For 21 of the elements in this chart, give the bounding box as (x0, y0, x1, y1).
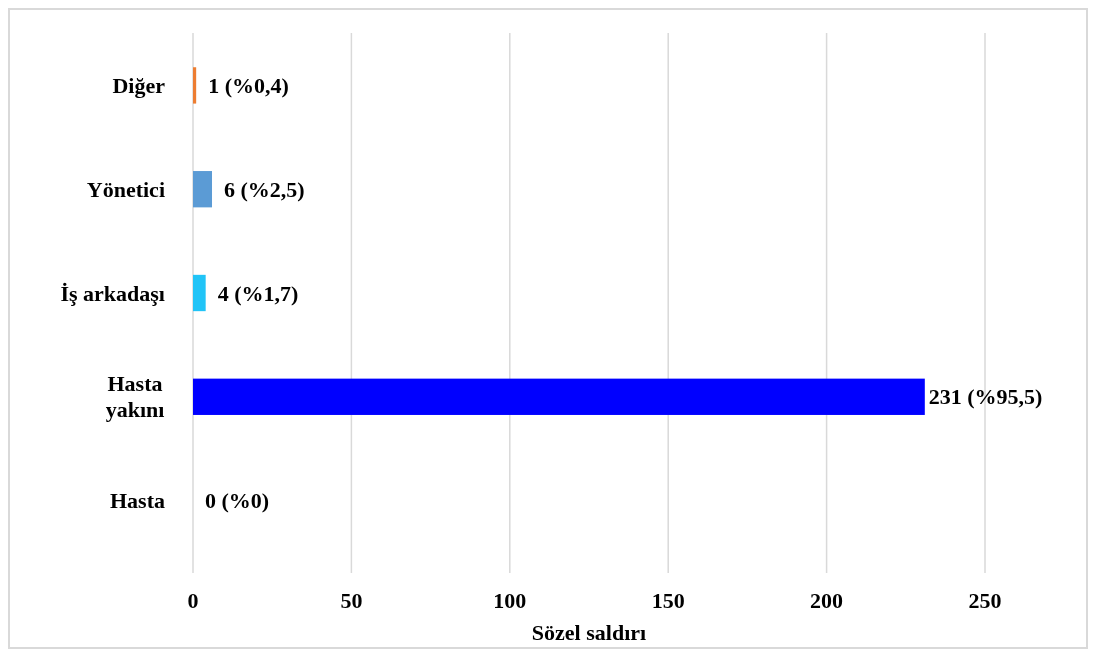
data-label: 0 (%0) (205, 488, 270, 514)
x-axis-title: Sözel saldırı (531, 620, 647, 645)
data-label: 4 (%1,7) (217, 280, 299, 306)
bar (193, 378, 925, 415)
x-tick-label: 50 (340, 588, 363, 613)
y-tick-label: Hasta yakını (105, 371, 165, 423)
bar (193, 274, 206, 312)
y-tick-label: Yönetici (86, 176, 165, 202)
bar (193, 67, 197, 104)
x-tick-label: 200 (810, 588, 844, 613)
y-tick-label: Hasta (110, 488, 165, 514)
y-tick-label: İş arkadaşı (60, 280, 165, 306)
x-tick-label: 100 (493, 588, 527, 613)
data-label: 231 (%95,5) (928, 384, 1043, 410)
x-tick-label: 0 (187, 588, 199, 613)
data-label: 6 (%2,5) (224, 176, 305, 202)
bar (193, 171, 213, 208)
x-tick-label: 150 (651, 588, 685, 613)
x-tick-label: 250 (968, 588, 1002, 613)
data-label: 1 (%0,4) (208, 73, 289, 99)
y-tick-label: Diğer (112, 73, 166, 99)
